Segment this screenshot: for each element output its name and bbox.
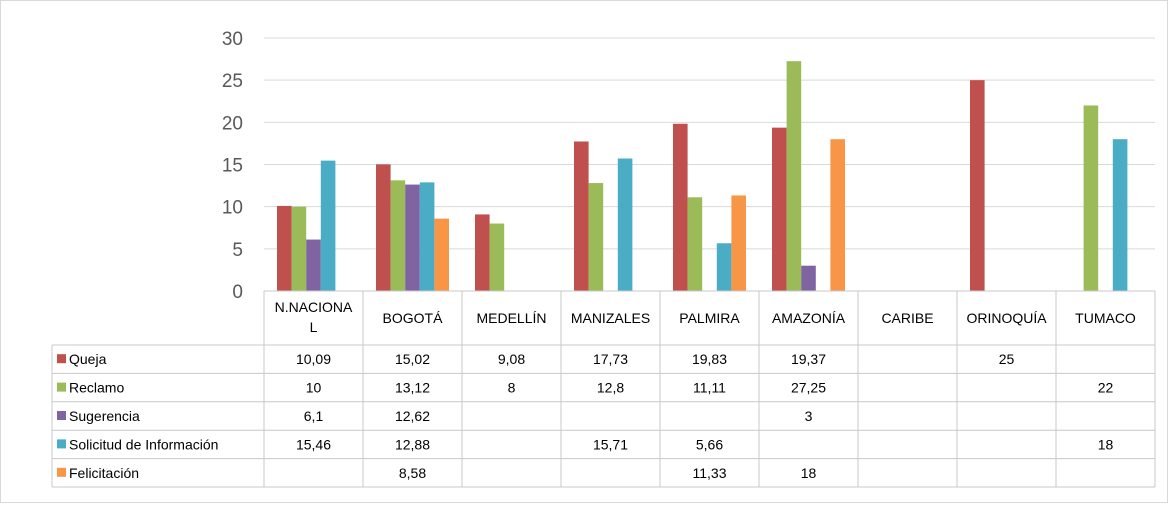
bar [970,80,985,292]
bar [786,61,802,291]
category-label: L [310,319,318,335]
data-label: 15,71 [593,436,628,452]
bar [673,123,688,291]
category-label: TUMACO [1075,310,1136,326]
bar [588,183,604,291]
data-label: 9,08 [498,351,525,367]
data-label: 5,66 [696,436,723,452]
data-label: 13,12 [395,380,430,396]
bar [801,265,816,291]
data-label: 22 [1098,380,1114,396]
bar [320,160,336,291]
bar [376,164,391,291]
data-label: 27,25 [791,380,826,396]
y-tick-label: 15 [222,156,243,177]
y-tick-label: 10 [222,198,243,219]
data-label: 6,1 [304,408,324,424]
bar [574,141,589,291]
bar [489,223,505,291]
bar [687,197,703,291]
data-label: 10 [306,380,322,396]
bar [617,158,633,291]
category-label: ORINOQUÍA [966,310,1047,326]
data-label: 15,46 [296,436,331,452]
category-label: AMAZONÍA [772,310,846,326]
legend-label: Sugerencia [69,408,140,424]
category-label: MEDELLÍN [476,310,546,326]
bar [475,214,490,291]
bar [390,180,406,291]
y-tick-label: 5 [232,240,243,261]
data-label: 15,02 [395,351,430,367]
bar [419,182,435,291]
bar [277,205,292,291]
y-tick-label: 25 [222,71,243,92]
bar [716,243,732,291]
bar [306,239,321,291]
data-label: 10,09 [296,351,331,367]
bar [1112,139,1128,291]
data-label: 8 [508,380,516,396]
data-label: 11,33 [693,465,727,481]
category-label: MANIZALES [571,310,650,326]
bar [405,184,420,291]
data-label: 17,73 [593,351,628,367]
data-label: 18 [1098,436,1114,452]
bar [434,218,449,291]
legend-swatch [57,382,66,392]
y-tick-label: 30 [222,29,243,50]
bar [291,206,307,291]
y-tick-label: 0 [232,282,243,303]
data-label: 18 [801,465,817,481]
bar [772,127,787,291]
data-label: 19,37 [791,351,826,367]
legend-label: Felicitación [69,465,139,481]
legend-swatch [57,354,66,364]
bar [830,139,845,291]
data-label: 11,11 [693,380,726,396]
data-label: 12,8 [597,380,624,396]
legend-swatch [57,411,66,420]
legend-swatch [57,439,66,449]
data-label: 19,83 [692,351,727,367]
category-label: CARIBE [881,310,933,326]
y-tick-label: 20 [222,113,243,134]
data-label: 12,62 [395,408,430,424]
data-label: 25 [999,351,1015,367]
legend-label: Solicitud de Información [69,436,218,452]
data-label: 8,58 [399,465,426,481]
data-label: 12,88 [395,436,430,452]
legend-swatch [57,467,66,477]
legend-label: Reclamo [69,380,124,396]
category-label: PALMIRA [679,310,740,326]
legend-label: Queja [69,351,107,367]
category-label: BOGOTÁ [383,310,444,326]
data-label: 3 [805,408,813,424]
bar [1083,105,1099,291]
category-label: N.NACIONA [275,299,353,315]
bar [731,195,746,291]
